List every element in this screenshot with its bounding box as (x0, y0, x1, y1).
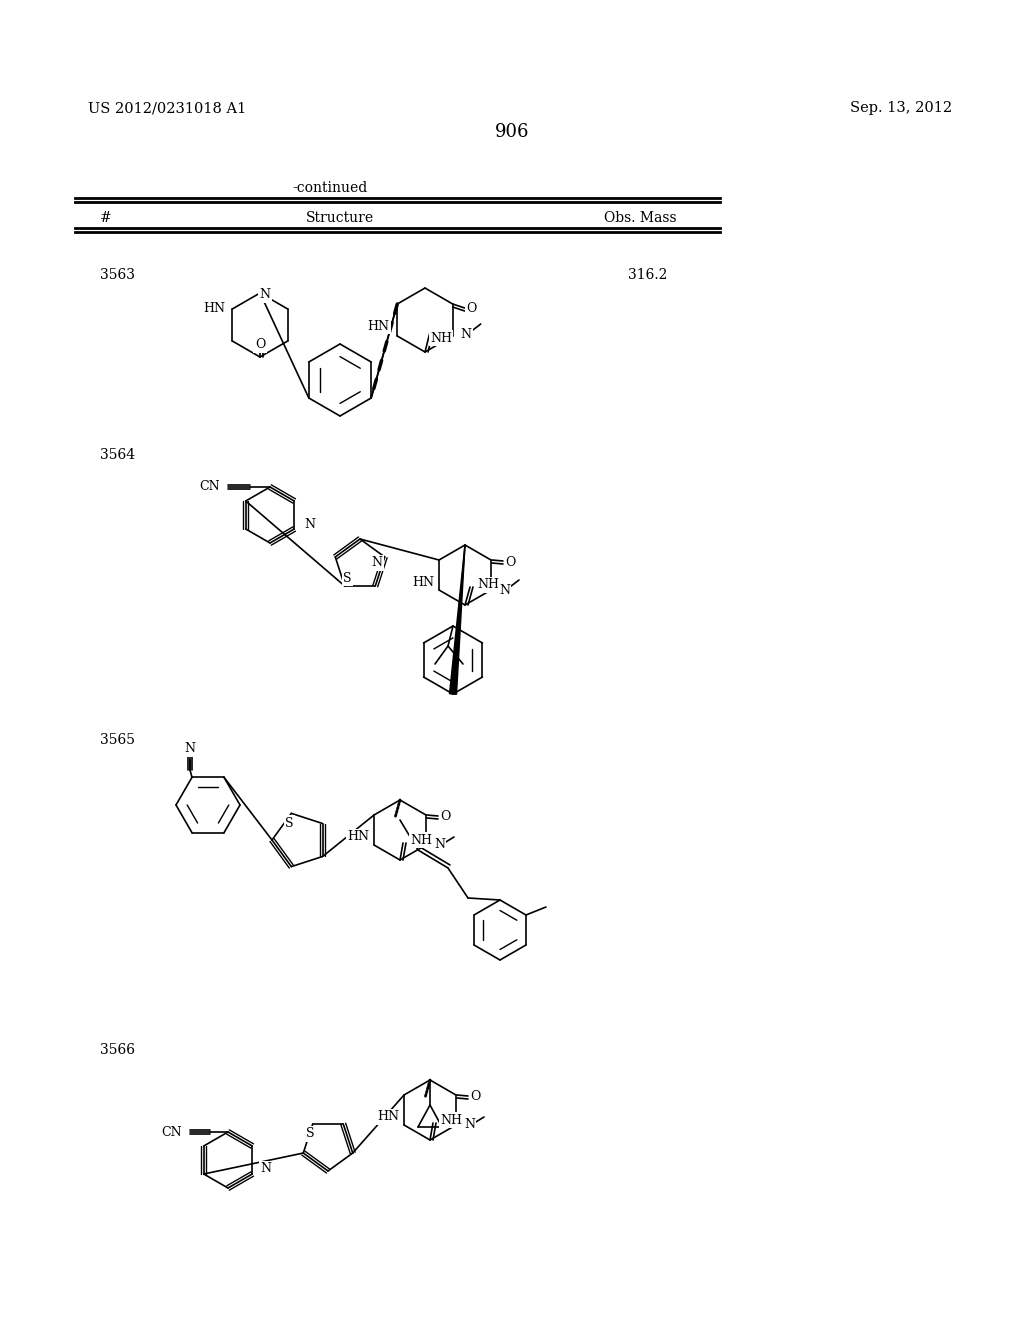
Text: N: N (304, 519, 315, 532)
Text: 3566: 3566 (100, 1043, 135, 1057)
Text: N: N (259, 289, 270, 301)
Text: N: N (372, 557, 382, 569)
Text: HN: HN (377, 1110, 399, 1123)
Text: -continued: -continued (293, 181, 368, 195)
Text: HN: HN (204, 302, 225, 315)
Text: HN: HN (368, 319, 389, 333)
Text: S: S (343, 572, 352, 585)
Text: N: N (184, 742, 196, 755)
Text: Obs. Mass: Obs. Mass (604, 211, 676, 224)
Text: S: S (306, 1127, 315, 1140)
Text: N: N (499, 583, 510, 597)
Text: CN: CN (200, 480, 220, 494)
Text: 3565: 3565 (100, 733, 135, 747)
Text: O: O (467, 301, 477, 314)
Text: 3564: 3564 (100, 447, 135, 462)
Text: Sep. 13, 2012: Sep. 13, 2012 (850, 102, 952, 115)
Text: NH: NH (477, 578, 499, 591)
Text: HN: HN (412, 576, 434, 589)
Text: O: O (470, 1090, 480, 1104)
Text: 906: 906 (495, 123, 529, 141)
Text: NH: NH (430, 331, 452, 345)
Text: O: O (505, 556, 515, 569)
Text: N: N (461, 327, 472, 341)
Text: N: N (260, 1163, 271, 1176)
Text: HN: HN (347, 830, 369, 843)
Text: 316.2: 316.2 (628, 268, 668, 282)
Text: O: O (255, 338, 265, 351)
Text: #: # (100, 211, 112, 224)
Text: NH: NH (440, 1114, 462, 1126)
Text: N: N (464, 1118, 475, 1131)
Text: NH: NH (410, 833, 432, 846)
Text: S: S (285, 817, 294, 830)
Text: 3563: 3563 (100, 268, 135, 282)
Text: N: N (434, 838, 445, 851)
Text: O: O (440, 810, 451, 824)
Text: CN: CN (162, 1126, 182, 1138)
Text: Structure: Structure (306, 211, 374, 224)
Text: US 2012/0231018 A1: US 2012/0231018 A1 (88, 102, 246, 115)
Polygon shape (450, 545, 465, 694)
